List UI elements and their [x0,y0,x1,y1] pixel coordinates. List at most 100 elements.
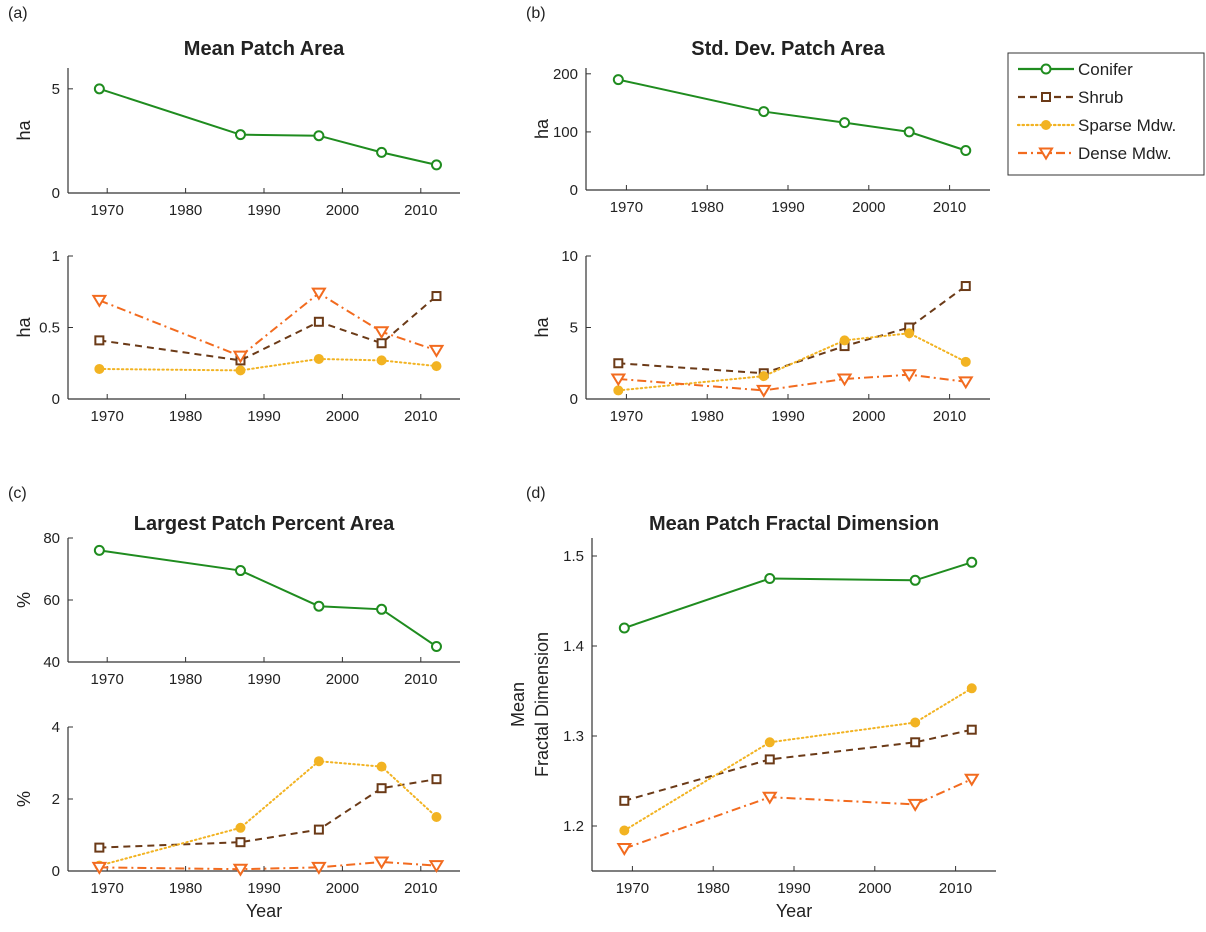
data-point-sparse-mdw [839,335,850,346]
data-point-dense-mdw [428,344,445,358]
y-tick-label: 4 [52,719,60,736]
x-tick-label: 1980 [691,199,724,216]
series-line-sparse-mdw [98,760,438,867]
chart-title: Mean Patch Fractal Dimension [649,513,939,535]
series-shrub [94,291,442,366]
x-tick-label: 1970 [91,408,124,425]
y-tick-label: 80 [43,530,60,547]
series-line-dense-mdw [99,860,437,871]
series-line-conifer [99,549,438,648]
data-point-sparse-mdw [235,822,246,833]
chart-title: Largest Patch Percent Area [134,513,395,535]
data-point-dense-mdw [957,376,974,390]
chart-panel-1: (a) Mean Patch Area 1970 1980 1990 2000 2010 0 5… [8,5,460,219]
data-point-conifer [909,574,921,586]
legend-marker [1041,120,1051,130]
y-tick-label: 0 [52,391,60,408]
y-tick-label: 2 [52,791,60,808]
data-point-sparse-mdw [313,353,324,364]
y-tick-label: 0.5 [39,320,60,337]
chart-title: Std. Dev. Patch Area [691,38,885,60]
data-point-conifer [764,573,776,584]
x-tick-label: 2000 [326,202,359,219]
x-tick-label: 1980 [691,408,724,425]
series-conifer [93,544,442,652]
data-point-conifer [758,106,770,118]
series-dense-mdw [610,369,974,398]
legend-label: Dense Mdw. [1078,144,1172,163]
data-point-dense-mdw [373,856,390,870]
legend-item-sparse-mdw: Sparse Mdw. [1016,116,1176,135]
data-point-conifer [839,117,851,129]
data-point-sparse-mdw [313,756,324,767]
data-point-sparse-mdw [910,717,921,728]
series-line-dense-mdw [618,373,966,392]
data-point-conifer [903,126,915,138]
legend-marker [1040,63,1052,75]
y-tick-label: 1.4 [563,638,584,655]
legend-marker [1038,147,1054,161]
y-tick-label: 1.5 [563,548,584,565]
series-line-dense-mdw [623,778,973,850]
y-tick-label: 0 [52,863,60,880]
data-point-dense-mdw [428,860,445,874]
data-point-shrub [613,358,624,369]
legend-marker [1041,92,1051,102]
data-point-sparse-mdw [904,328,915,339]
x-tick-label: 2000 [852,408,885,425]
series-shrub [94,774,442,853]
x-axis-label: Year [776,901,812,921]
y-tick-label: 10 [561,248,578,265]
data-point-dense-mdw [232,350,249,364]
y-axis-label: ha [14,120,34,141]
x-tick-label: 2010 [933,408,966,425]
data-point-dense-mdw [761,791,778,805]
data-point-sparse-mdw [764,737,775,748]
legend-item-dense-mdw: Dense Mdw. [1018,144,1172,163]
series-line-conifer [623,561,973,629]
data-point-conifer [966,556,978,568]
y-tick-label: 0 [52,185,60,202]
legend-label: Shrub [1078,88,1123,107]
y-tick-label: 1.2 [563,818,584,835]
series-sparse-mdw [94,353,442,376]
x-tick-label: 1970 [91,880,124,897]
y-axis-label: % [14,791,34,807]
x-tick-label: 1980 [169,408,202,425]
series-conifer [612,74,972,156]
data-point-conifer [313,600,325,612]
data-point-conifer [960,144,972,156]
legend-box [1007,52,1205,176]
x-axis-label: Year [246,901,282,921]
data-point-conifer [612,74,624,86]
x-tick-label: 2010 [404,202,437,219]
y-axis-label: ha [14,317,34,338]
data-point-sparse-mdw [613,385,624,396]
panel-letter: (b) [526,5,546,22]
legend: Conifer Shrub Sparse Mdw. Dense Mdw. [1007,52,1205,176]
data-point-shrub [910,737,921,748]
y-axis-label: ha [532,118,552,139]
data-point-sparse-mdw [235,365,246,376]
data-point-shrub [966,724,977,735]
data-point-sparse-mdw [758,371,769,382]
chart-title: Mean Patch Area [184,38,345,60]
data-point-conifer [234,565,246,577]
y-axis-label: ha [532,317,552,338]
data-point-conifer [376,146,388,158]
x-tick-label: 1990 [247,408,280,425]
y-tick-label: 0 [570,182,578,199]
y-tick-label: 200 [553,66,578,83]
chart-panel-7: (d) Mean Patch Fractal Dimension 1970 1980 1… [508,485,996,921]
series-dense-mdw [91,287,445,364]
data-point-shrub [94,335,105,346]
chart-panel-2: 1970 1980 1990 2000 2010 0 0.5 1 ha [14,248,460,425]
data-point-shrub [376,783,387,794]
x-tick-label: 2000 [326,880,359,897]
panel-letter: (d) [526,485,546,502]
data-point-conifer [618,622,630,634]
series-sparse-mdw [613,328,971,396]
x-tick-label: 1980 [169,202,202,219]
x-tick-label: 1980 [697,880,730,897]
